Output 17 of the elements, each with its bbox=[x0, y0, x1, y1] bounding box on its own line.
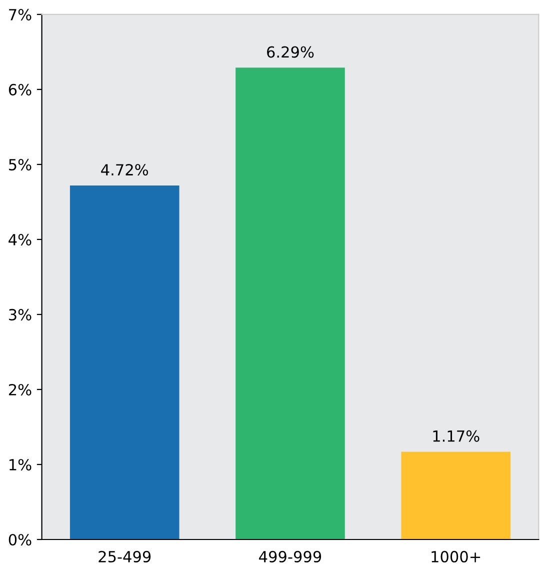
y-tick-label: 7% bbox=[9, 8, 32, 20]
data-label: 4.72% bbox=[101, 164, 148, 176]
y-tick-label: 4% bbox=[8, 234, 32, 246]
x-tick-label: 25-499 bbox=[98, 550, 151, 562]
bar bbox=[401, 452, 510, 540]
x-tick-label: 1000+ bbox=[432, 550, 480, 562]
y-tick-label: 3% bbox=[9, 308, 32, 320]
y-tick-label: 6% bbox=[8, 84, 32, 96]
data-label: 6.29% bbox=[267, 46, 314, 58]
data-label: 1.17% bbox=[433, 430, 480, 442]
bar bbox=[70, 185, 180, 540]
x-tick-label: 499-999 bbox=[259, 550, 322, 562]
bar bbox=[236, 68, 345, 540]
y-tick-label: 5% bbox=[9, 158, 32, 170]
y-tick-label: 2% bbox=[8, 384, 32, 396]
y-tick-label: 1% bbox=[10, 458, 32, 471]
y-tick-label: 0% bbox=[8, 534, 32, 546]
